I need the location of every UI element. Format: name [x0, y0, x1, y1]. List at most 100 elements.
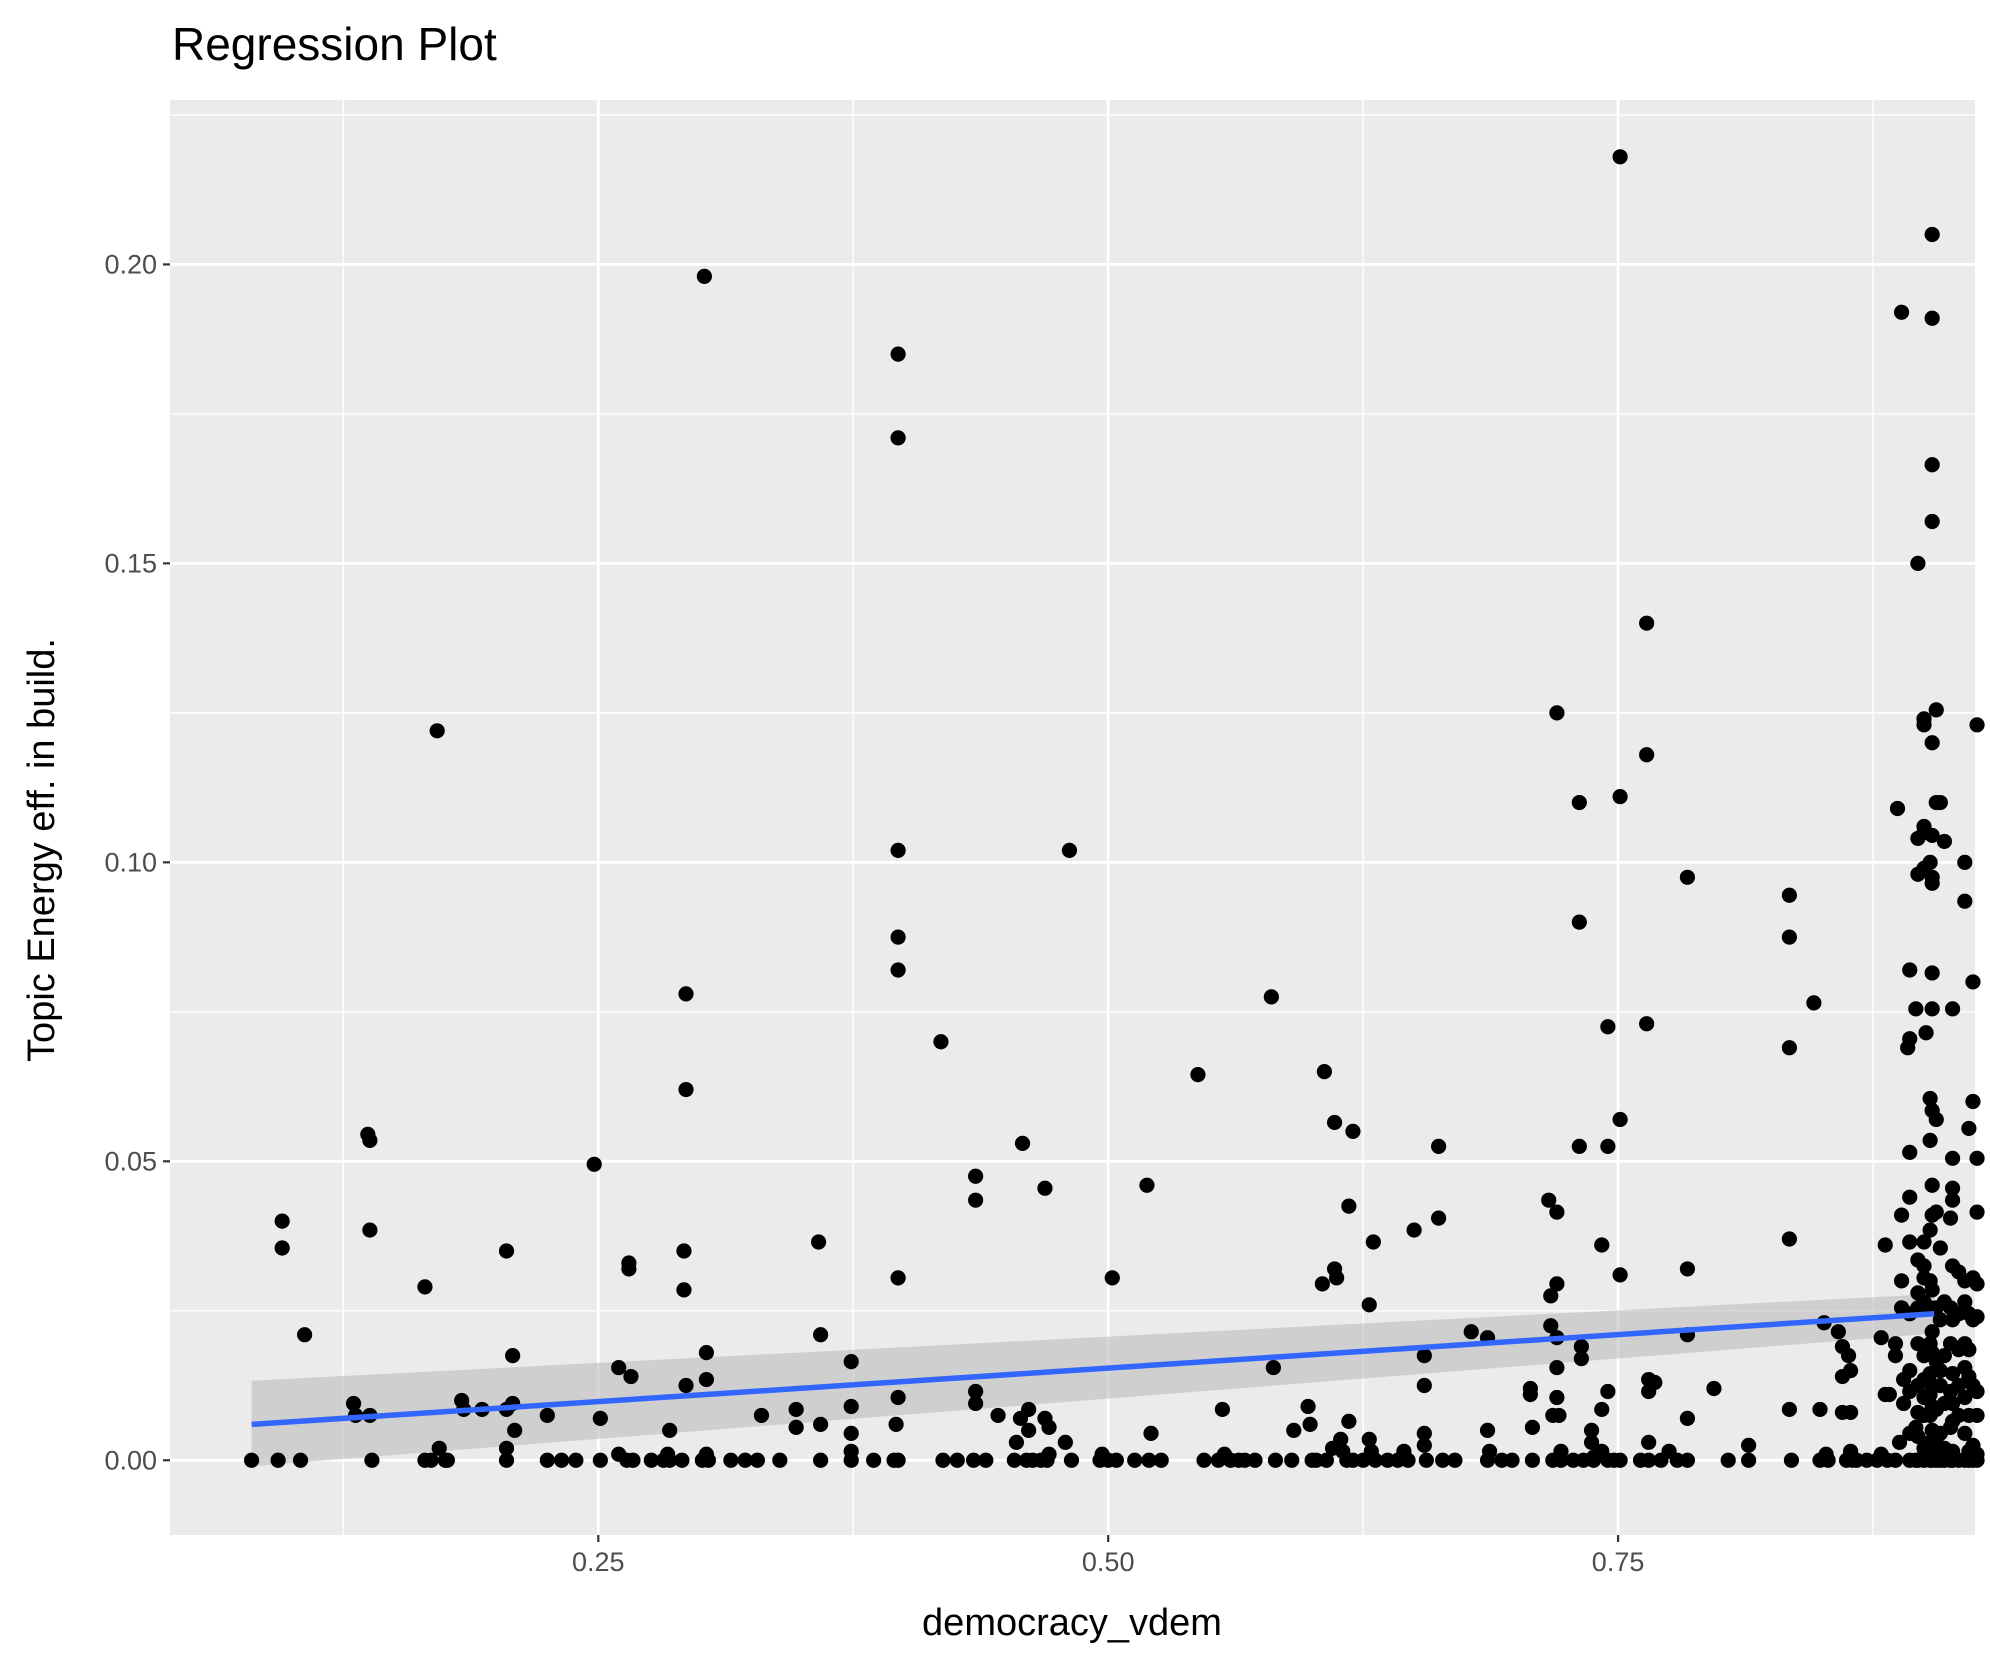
data-point — [1783, 1452, 1800, 1468]
data-point — [539, 1452, 555, 1468]
data-point — [1932, 1312, 1948, 1328]
data-point — [1416, 1348, 1432, 1364]
data-point — [1063, 1452, 1080, 1468]
data-point — [1781, 929, 1798, 945]
data-point — [678, 1081, 694, 1098]
y-axis-title: Topic Energy eff. in build. — [21, 638, 63, 1062]
data-point — [1781, 1231, 1798, 1247]
data-point — [1318, 1452, 1335, 1468]
data-point — [1416, 1377, 1432, 1394]
data-point — [1944, 1150, 1961, 1166]
data-point — [843, 1398, 859, 1415]
data-point — [1641, 1452, 1657, 1468]
y-tick-label: 0.05 — [104, 1146, 157, 1176]
data-point — [1922, 1090, 1938, 1107]
data-point — [1061, 842, 1078, 858]
data-point — [772, 1452, 788, 1468]
data-point — [1541, 1192, 1557, 1208]
data-point — [1143, 1425, 1159, 1441]
data-point — [965, 1452, 982, 1468]
data-point — [1037, 1180, 1053, 1196]
data-point — [1961, 1342, 1977, 1358]
data-point — [890, 430, 906, 446]
data-point — [1957, 893, 1973, 909]
data-point — [1524, 1452, 1541, 1468]
data-point — [813, 1416, 829, 1432]
data-point — [753, 1407, 770, 1424]
data-point — [1679, 869, 1696, 885]
data-point — [890, 842, 906, 858]
data-point — [498, 1440, 515, 1456]
data-point — [813, 1452, 829, 1468]
data-point — [1969, 1407, 1985, 1424]
data-point — [890, 929, 906, 945]
data-point — [1679, 1410, 1696, 1427]
data-point — [592, 1410, 608, 1427]
data-point — [968, 1395, 984, 1412]
confidence-band — [251, 1294, 1935, 1467]
data-point — [696, 268, 712, 284]
data-point — [1896, 1395, 1912, 1412]
data-point — [431, 1440, 447, 1456]
data-point — [1916, 1234, 1932, 1250]
data-point — [1463, 1324, 1479, 1340]
data-point — [611, 1359, 627, 1376]
data-point — [1333, 1431, 1349, 1447]
data-point — [1008, 1434, 1025, 1450]
data-point — [1969, 1204, 1985, 1220]
data-point — [978, 1452, 994, 1468]
data-point — [1887, 1336, 1904, 1352]
data-point — [1918, 1025, 1934, 1041]
data-point — [1600, 1138, 1616, 1154]
data-point — [1928, 1111, 1944, 1128]
data-point — [1924, 1282, 1940, 1298]
data-point — [621, 1255, 637, 1271]
data-point — [625, 1452, 641, 1468]
data-point — [1190, 1067, 1206, 1083]
data-point — [1924, 513, 1940, 530]
data-point — [1214, 1401, 1231, 1418]
data-point — [1479, 1422, 1496, 1438]
data-point — [1830, 1324, 1846, 1340]
data-point — [1435, 1452, 1451, 1468]
data-point — [968, 1192, 984, 1208]
y-axis-ticks: 0.00 0.05 0.10 0.15 0.20 — [104, 249, 170, 1475]
data-point — [1910, 1428, 1926, 1444]
data-point — [1267, 1452, 1284, 1468]
data-point — [592, 1452, 608, 1468]
data-point — [1127, 1452, 1143, 1468]
data-point — [1942, 1210, 1959, 1226]
data-point — [1891, 1434, 1908, 1450]
data-point — [1679, 1452, 1696, 1468]
data-point — [1447, 1452, 1463, 1468]
data-point — [810, 1234, 827, 1250]
data-point — [1944, 1001, 1961, 1017]
data-point — [1612, 788, 1628, 805]
data-point — [498, 1452, 515, 1468]
data-point — [1014, 1135, 1031, 1151]
data-point — [843, 1354, 859, 1370]
data-point — [843, 1452, 859, 1468]
data-point — [1741, 1452, 1757, 1468]
data-point — [678, 986, 694, 1002]
data-point — [1600, 1383, 1616, 1400]
data-point — [1969, 1383, 1985, 1400]
data-point — [1571, 794, 1587, 811]
data-point — [1887, 1452, 1904, 1468]
data-point — [586, 1156, 602, 1172]
minor-gridlines — [170, 100, 1975, 1535]
data-point — [1924, 1324, 1940, 1340]
data-point — [1781, 887, 1798, 903]
data-point — [890, 962, 906, 978]
data-point — [843, 1425, 859, 1441]
data-point — [1951, 1377, 1967, 1394]
data-point — [1720, 1452, 1736, 1468]
data-point — [890, 1389, 906, 1406]
data-point — [1706, 1380, 1722, 1397]
data-point — [1265, 1359, 1281, 1376]
data-point — [1965, 1093, 1981, 1110]
data-point — [643, 1452, 659, 1468]
data-point — [292, 1452, 309, 1468]
data-point — [1781, 1040, 1798, 1056]
data-point — [1781, 1401, 1798, 1418]
